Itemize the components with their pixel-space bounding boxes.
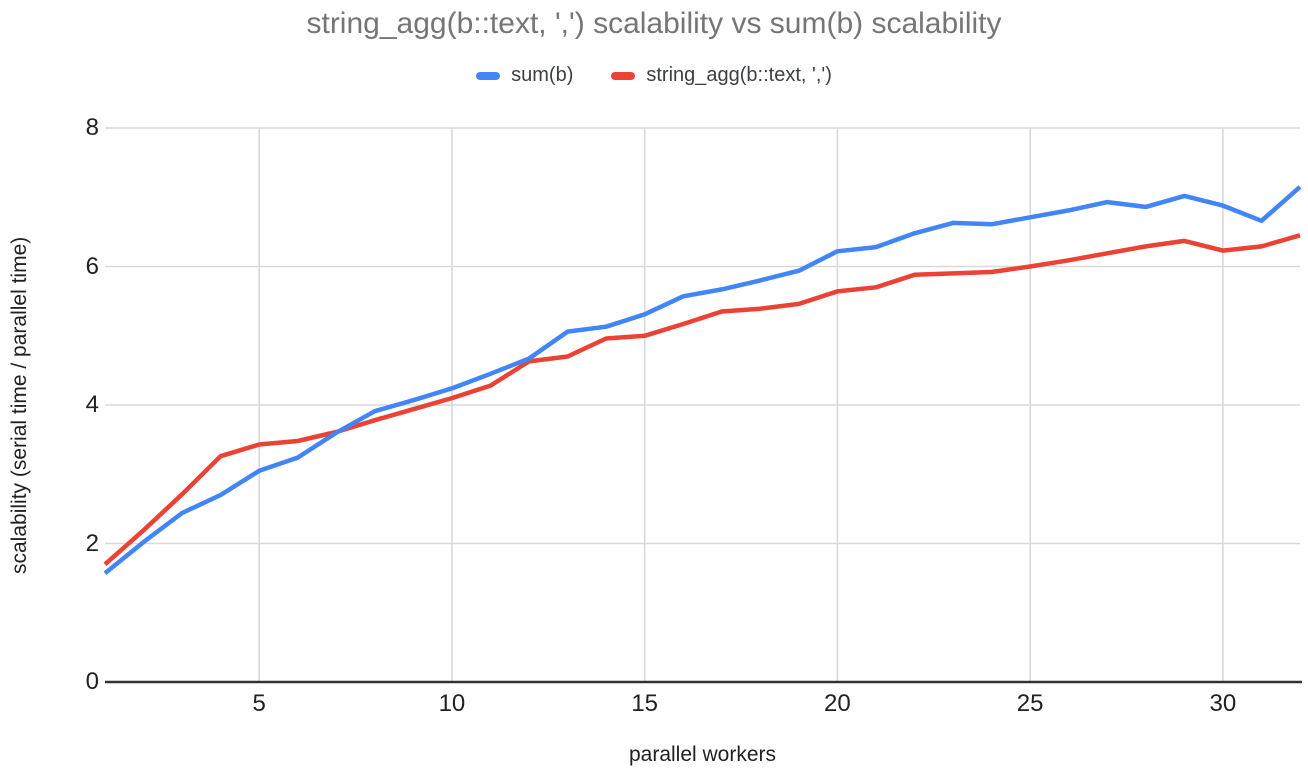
chart-legend: sum(b) string_agg(b::text, ',')	[0, 64, 1308, 87]
y-tick-label: 4	[85, 391, 99, 418]
x-tick-label: 15	[631, 690, 659, 717]
x-tick-label: 25	[1016, 690, 1044, 717]
chart-title: string_agg(b::text, ',') scalability vs …	[306, 7, 1002, 40]
legend-label-string-agg: string_agg(b::text, ',')	[646, 64, 832, 86]
y-tick-label: 2	[85, 529, 99, 557]
x-tick-label: 5	[252, 690, 266, 717]
x-axis-title: parallel workers	[628, 743, 777, 766]
x-tick-label: 10	[438, 690, 466, 717]
legend-swatch-sum-b-icon	[476, 71, 501, 80]
legend-item-string-agg: string_agg(b::text, ',')	[611, 64, 832, 87]
y-tick-label: 6	[85, 252, 99, 280]
x-tick-label: 20	[824, 690, 851, 717]
legend-label-sum-b: sum(b)	[511, 64, 574, 86]
legend-item-sum-b: sum(b)	[476, 64, 573, 87]
y-tick-label: 0	[85, 668, 99, 695]
x-tick-label: 30	[1209, 690, 1237, 717]
series-line-string-agg	[103, 233, 1301, 566]
series-line-sum-b	[103, 185, 1302, 576]
legend-swatch-string-agg-icon	[611, 71, 636, 80]
y-tick-label: 8	[85, 114, 99, 141]
